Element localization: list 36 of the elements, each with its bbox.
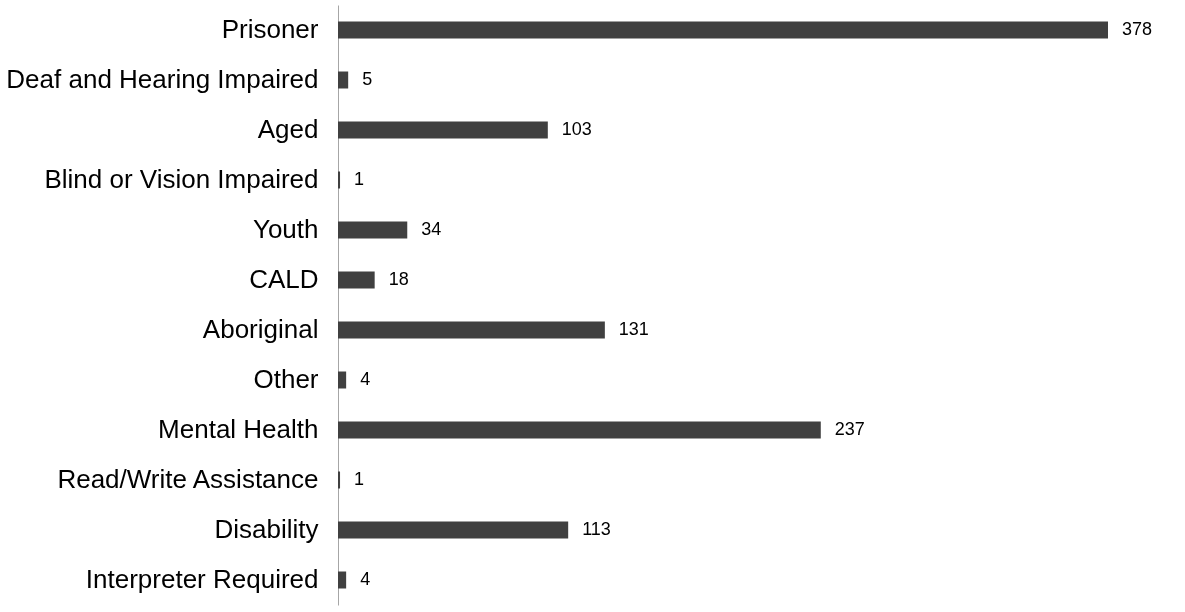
y-tick-label: Youth <box>252 214 319 244</box>
data-label: 378 <box>1122 19 1153 39</box>
bar <box>338 221 408 239</box>
y-tick-label: Aboriginal <box>202 314 319 344</box>
data-label: 1 <box>354 169 365 189</box>
y-tick-label: Prisoner <box>221 14 319 44</box>
bar <box>338 121 548 139</box>
data-label: 5 <box>362 69 373 89</box>
y-tick-label: Disability <box>214 514 319 544</box>
bar <box>338 571 347 589</box>
bar <box>338 171 341 189</box>
bar <box>338 421 821 439</box>
bar <box>338 371 347 389</box>
bar <box>338 271 375 289</box>
y-tick-label: CALD <box>249 264 319 294</box>
bar <box>338 21 1108 39</box>
data-label: 4 <box>360 569 371 589</box>
y-tick-label: Other <box>253 364 319 394</box>
data-label: 4 <box>360 369 371 389</box>
bar <box>338 521 569 539</box>
y-tick-label: Mental Health <box>158 414 319 444</box>
bar <box>338 471 341 489</box>
data-label: 131 <box>618 319 649 339</box>
y-tick-label: Read/Write Assistance <box>57 464 319 494</box>
y-tick-label: Deaf and Hearing Impaired <box>6 64 319 94</box>
data-label: 18 <box>388 269 409 289</box>
data-label: 34 <box>421 219 442 239</box>
data-label: 1 <box>354 469 365 489</box>
data-label: 103 <box>561 119 592 139</box>
data-label: 113 <box>582 519 611 539</box>
bar <box>338 321 605 339</box>
y-tick-label: Aged <box>257 114 319 144</box>
data-label: 237 <box>834 419 865 439</box>
y-tick-label: Blind or Vision Impaired <box>44 164 319 194</box>
bar <box>338 71 349 89</box>
y-tick-label: Interpreter Required <box>85 564 319 594</box>
